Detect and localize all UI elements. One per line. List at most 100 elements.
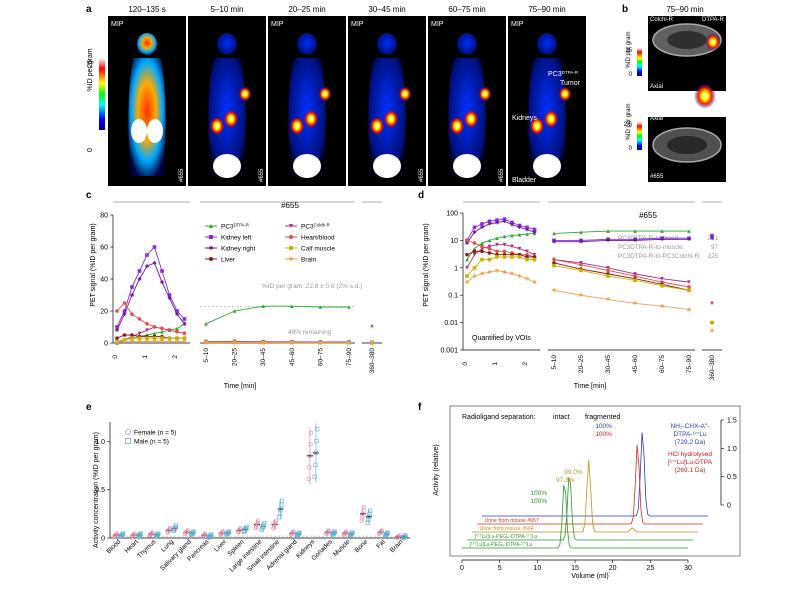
legend-marker — [125, 438, 131, 444]
data-point — [332, 529, 337, 534]
data-point — [114, 532, 119, 537]
peak-label: 97.3% — [556, 477, 575, 484]
data-point — [226, 530, 231, 535]
data-point — [202, 532, 207, 537]
data-point — [296, 531, 301, 536]
y-tick-label: 0.5 — [727, 474, 737, 481]
data-point — [145, 336, 149, 340]
data-point: ✱ — [465, 280, 470, 286]
y-tick-label: 0 — [101, 536, 105, 543]
colorbar-a-gradient — [99, 58, 105, 130]
data-point — [606, 229, 610, 233]
series-line-late — [205, 305, 349, 325]
data-point — [152, 245, 157, 249]
panel-f-intact: intact — [553, 414, 570, 421]
panel-f-frame — [449, 405, 741, 557]
data-point — [480, 249, 484, 254]
data-point: ✱ — [175, 339, 180, 345]
data-point — [204, 340, 208, 344]
series-0 — [465, 229, 714, 262]
data-point — [502, 255, 507, 259]
data-point — [315, 427, 320, 432]
data-point: ✱ — [487, 222, 492, 228]
data-point — [495, 242, 499, 247]
data-point — [191, 529, 196, 534]
panel-f-title: Radioligand separation: — [462, 414, 536, 421]
data-point: ✱ — [182, 322, 187, 328]
series-0 — [112, 427, 402, 540]
data-point — [487, 238, 492, 243]
series-line-early — [116, 334, 185, 339]
data-point — [326, 529, 331, 534]
frame-id: #655 — [499, 168, 505, 182]
data-point — [552, 231, 556, 236]
series-2: ✱✱✱✱ ✱ ✱✱ ✱ ✱ ✱✱ ✱ ✱ ✱ ✱ ✱ ✱ — [465, 219, 715, 247]
data-point — [510, 233, 514, 238]
trace-line — [477, 444, 703, 525]
data-point — [633, 229, 637, 233]
data-point — [332, 530, 337, 535]
data-point — [502, 234, 507, 239]
y-tick-label: 0.001 — [440, 348, 458, 355]
data-point — [137, 331, 142, 336]
ratio-value: 261 — [707, 235, 718, 242]
panel-c-remaining: 48% remaining — [288, 329, 332, 336]
data-point: ✱ — [495, 268, 500, 274]
x-tick-label: 25 — [646, 565, 654, 572]
data-point — [149, 531, 154, 536]
frame-kidney-right — [303, 109, 319, 129]
frame-mip-label: MIP — [271, 21, 284, 28]
data-point — [190, 530, 196, 535]
series-line-early — [466, 256, 535, 277]
data-point: ✱ — [552, 288, 557, 294]
panel-c-legend: PC3DTPA-R PC3Colchi-R Kidney left Heart/blo… — [205, 222, 335, 264]
data-point — [660, 229, 664, 233]
data-point — [130, 336, 134, 340]
frame-mip-label: MIP — [111, 21, 124, 28]
frame-kidney-left — [529, 116, 545, 136]
data-point — [517, 246, 522, 251]
frame-head — [457, 33, 477, 55]
series-line-late — [553, 230, 689, 234]
data-point — [175, 309, 179, 313]
panel-b-id: #655 — [650, 174, 664, 180]
data-point — [175, 330, 179, 334]
data-point — [150, 530, 155, 535]
data-point — [480, 241, 484, 245]
data-point: ✱ — [480, 225, 485, 231]
data-point — [517, 255, 522, 259]
data-point — [525, 257, 529, 262]
frame-mip-label: MIP — [351, 21, 364, 28]
panel-f-compound-blue: NH₂-CHX-A″- DTPA-¹⁷⁷Lu (729.2 Da) — [671, 423, 710, 446]
data-point — [244, 524, 249, 529]
data-point — [606, 266, 610, 270]
data-point — [208, 533, 213, 538]
data-point — [487, 251, 492, 255]
data-point — [172, 527, 177, 532]
data-point — [182, 317, 187, 321]
colorbar-a: %ID per gram 25 0 — [87, 48, 105, 152]
data-point — [633, 272, 637, 276]
x-tick-label: Liver — [213, 538, 229, 554]
x-tick-label: 2 — [172, 355, 179, 359]
frame-bladder — [213, 154, 241, 178]
x-tick-label: 0 — [112, 355, 119, 359]
legend-label: Male (n = 5) — [134, 439, 169, 446]
ratio-value: 97 — [711, 244, 719, 251]
x-tick-label: 5–10 — [203, 348, 210, 363]
panel-d: d #655 PET signal (%ID per gram) Time [m… — [418, 190, 722, 390]
data-point — [347, 305, 351, 309]
data-point — [313, 450, 319, 456]
data-point — [313, 462, 318, 467]
data-point — [115, 336, 119, 341]
data-point — [532, 252, 537, 257]
data-point — [160, 269, 164, 273]
data-point — [326, 528, 331, 533]
data-point — [480, 222, 484, 226]
data-point — [152, 325, 157, 329]
data-point — [167, 336, 172, 340]
x-tick-label: 30–45 — [260, 348, 267, 366]
legend-marker: ✱ — [288, 256, 293, 263]
colorbar-b-top: %ID per gram 25 0 — [625, 31, 642, 78]
pet-frame-5: 75–90 min MIP — [508, 5, 586, 186]
